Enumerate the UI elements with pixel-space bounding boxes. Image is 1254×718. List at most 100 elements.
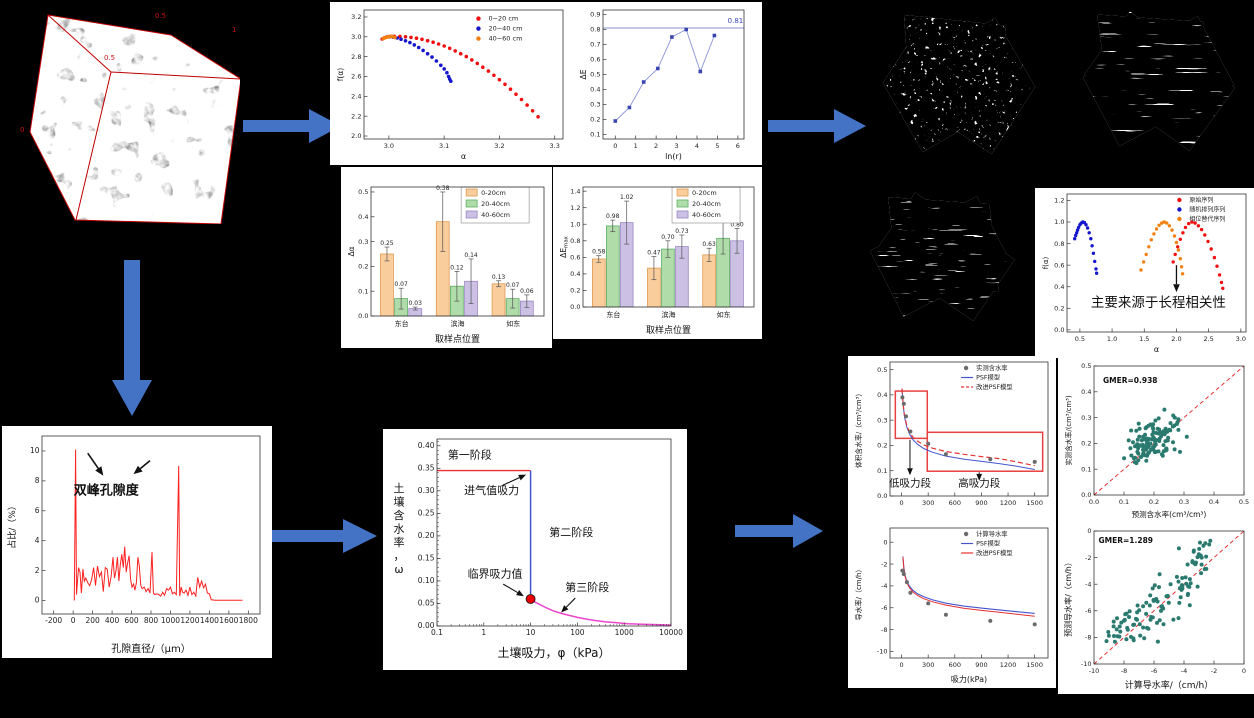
svg-text:0.2: 0.2: [1149, 498, 1159, 506]
singularity-spectrum-chart: 0~20 cm 20~40 cm 40~60 cm 3.0 3.1 3.2 3.3 2.0 2.…: [336, 9, 564, 161]
svg-text:0.98: 0.98: [606, 213, 620, 220]
svg-text:0.25: 0.25: [380, 240, 394, 247]
svg-text:0.07: 0.07: [506, 282, 520, 289]
svg-text:GMER=0.938: GMER=0.938: [1103, 376, 1158, 385]
svg-text:3.2: 3.2: [494, 142, 504, 150]
svg-text:0.30: 0.30: [418, 486, 435, 495]
svg-text:0.4: 0.4: [877, 391, 887, 399]
svg-text:土壤吸力，φ（kPa）: 土壤吸力，φ（kPa）: [498, 645, 611, 660]
binarized-slices-star-1: [882, 14, 1036, 154]
svg-text:100: 100: [570, 628, 585, 637]
svg-text:4: 4: [695, 142, 699, 150]
svg-text:0.6: 0.6: [590, 56, 600, 64]
svg-text:主要来源于长程相关性: 主要来源于长程相关性: [1091, 295, 1226, 311]
svg-text:-4: -4: [1085, 580, 1091, 588]
svg-text:0.7: 0.7: [590, 41, 600, 49]
svg-text:0.3: 0.3: [877, 416, 887, 424]
svg-text:Δα: Δα: [347, 246, 356, 256]
flow-arrow-down: [112, 260, 152, 416]
svg-text:相位替代序列: 相位替代序列: [1189, 215, 1225, 223]
svg-text:计算导水率: 计算导水率: [976, 529, 1007, 538]
panel-delta-alpha-bars: 0.25 0.38 0.13 0.07 0.12 0.07 0.03 0.14 0.06 东台 滨海…: [341, 167, 552, 348]
svg-text:0-20cm: 0-20cm: [692, 189, 717, 197]
svg-text:2.2: 2.2: [351, 112, 361, 120]
svg-text:0.10: 0.10: [418, 576, 435, 585]
svg-text:取样点位置: 取样点位置: [646, 324, 691, 336]
svg-text:东台: 东台: [395, 319, 409, 328]
svg-text:0.73: 0.73: [675, 228, 689, 235]
svg-text:0.1: 0.1: [431, 628, 443, 637]
panel-multifractal-spectrum-and-entropy: 0~20 cm 20~40 cm 40~60 cm 3.0 3.1 3.2 3.3 2.0 2.…: [330, 2, 762, 165]
svg-text:改进PSF模型: 改进PSF模型: [976, 548, 1013, 557]
svg-text:1400: 1400: [200, 616, 219, 625]
svg-text:-200: -200: [45, 616, 62, 625]
svg-text:0.03: 0.03: [409, 300, 423, 307]
svg-text:导水率/（cm/h）: 导水率/（cm/h）: [854, 566, 863, 621]
svg-text:低吸力段: 低吸力段: [889, 476, 931, 489]
svg-text:0: 0: [613, 142, 617, 150]
svg-text:0.80: 0.80: [730, 221, 744, 228]
svg-text:1.02: 1.02: [620, 194, 634, 201]
svg-text:占比/（%）: 占比/（%）: [6, 501, 18, 549]
svg-text:1: 1: [481, 628, 486, 637]
svg-text:0.8: 0.8: [1054, 240, 1064, 248]
svg-text:10: 10: [526, 628, 536, 637]
svg-text:0.13: 0.13: [492, 274, 506, 281]
svg-text:ΔE: ΔE: [579, 69, 588, 79]
svg-text:进气值吸力: 进气值吸力: [464, 483, 519, 497]
svg-text:第三阶段: 第三阶段: [565, 580, 609, 594]
svg-text:20-40cm: 20-40cm: [481, 200, 510, 208]
svg-text:1.4: 1.4: [570, 187, 580, 195]
svg-text:f(α): f(α): [1042, 256, 1050, 269]
svg-text:-10: -10: [1089, 667, 1100, 675]
svg-text:3.0: 3.0: [1236, 335, 1246, 343]
svg-text:1200: 1200: [180, 616, 199, 625]
panel-multifractal-sequences: 主要来源于长程相关性 原始序列 随机排列序列 相位替代序列 0.5 1.0 1.5 2.0 2.…: [1035, 188, 1254, 358]
svg-text:2.4: 2.4: [351, 93, 361, 101]
svg-text:滨海: 滨海: [662, 310, 676, 319]
svg-text:ln(r): ln(r): [665, 152, 682, 161]
svg-text:水: 水: [394, 523, 405, 536]
svg-text:10000: 10000: [659, 628, 683, 637]
svg-text:10: 10: [30, 446, 40, 455]
svg-text:0.3: 0.3: [1081, 414, 1091, 422]
binarized-slices-star-2: [1082, 11, 1236, 151]
svg-text:0.2: 0.2: [1054, 304, 1064, 312]
svg-text:2.5: 2.5: [1203, 335, 1213, 343]
svg-text:800: 800: [144, 616, 159, 625]
flow-arrow-right-2: [768, 109, 866, 143]
svg-text:实测含水率/(cm³/cm³): 实测含水率/(cm³/cm³): [1064, 395, 1073, 465]
svg-text:0.5: 0.5: [877, 366, 887, 374]
svg-text:0.6: 0.6: [570, 254, 580, 262]
svg-text:1000: 1000: [615, 628, 634, 637]
svg-text:600: 600: [949, 499, 961, 507]
svg-text:第一阶段: 第一阶段: [448, 447, 492, 461]
svg-text:-8: -8: [1121, 667, 1127, 675]
svg-text:0.63: 0.63: [702, 241, 716, 248]
svg-text:GMER=1.289: GMER=1.289: [1099, 536, 1154, 545]
svg-text:0.35: 0.35: [418, 463, 435, 472]
svg-text:40~60 cm: 40~60 cm: [488, 35, 522, 43]
flow-arrow-right-4: [735, 514, 823, 548]
svg-text:0: 0: [883, 538, 887, 546]
svg-text:-4: -4: [1181, 667, 1187, 675]
svg-text:滨海: 滨海: [451, 319, 465, 328]
svg-text:ω: ω: [394, 563, 403, 576]
svg-text:取样点位置: 取样点位置: [435, 333, 480, 345]
svg-text:临界吸力值: 临界吸力值: [468, 566, 523, 580]
svg-text:0.1: 0.1: [877, 467, 887, 475]
svg-text:6: 6: [736, 142, 740, 150]
svg-text:900: 900: [975, 661, 987, 669]
svg-text:-2: -2: [1085, 554, 1091, 562]
svg-text:0.07: 0.07: [394, 281, 408, 288]
svg-text:原始序列: 原始序列: [1189, 196, 1213, 204]
svg-text:-8: -8: [881, 626, 887, 634]
svg-text:-8: -8: [1085, 634, 1091, 642]
svg-text:改进PSF模型: 改进PSF模型: [976, 382, 1013, 391]
svg-text:东台: 东台: [606, 310, 620, 319]
svg-text:-6: -6: [1151, 667, 1157, 675]
svg-text:0.5: 0.5: [1239, 498, 1249, 506]
svg-text:0.5: 0.5: [1075, 335, 1085, 343]
